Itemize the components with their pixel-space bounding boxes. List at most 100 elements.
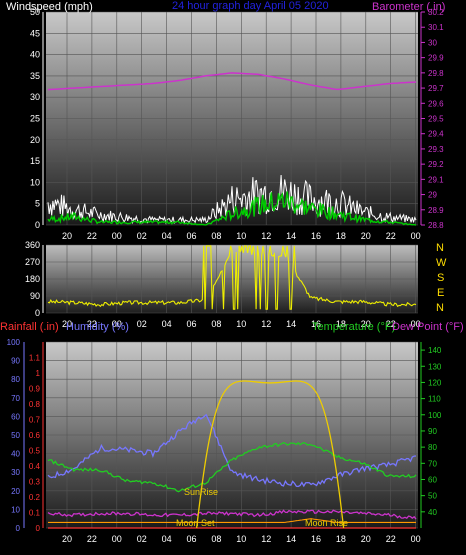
x-tick-label: 00 (112, 534, 122, 544)
windspeed-tick-label: 35 (30, 71, 40, 81)
x-tick-label: 00 (112, 319, 122, 329)
x-tick-label: 06 (186, 319, 196, 329)
temperature-tick-label: 120 (428, 378, 442, 387)
x-tick-label: 20 (62, 231, 72, 241)
x-tick-label: 00 (112, 231, 122, 241)
x-tick-label: 04 (162, 231, 172, 241)
compass-label-e: E (437, 287, 444, 299)
x-tick-label: 02 (137, 534, 147, 544)
x-tick-label: 16 (311, 231, 321, 241)
rainfall-tick-label: 0.8 (29, 400, 41, 409)
x-tick-label: 08 (211, 534, 221, 544)
x-tick-label: 04 (162, 534, 172, 544)
temperature-tick-label: 80 (428, 443, 437, 452)
x-tick-label: 22 (87, 231, 97, 241)
barometer-tick-label: 29.1 (428, 175, 444, 184)
barometer-tick-label: 29.7 (428, 84, 444, 93)
humidity-tick-label: 30 (11, 468, 20, 477)
x-tick-label: 22 (386, 534, 396, 544)
rainfall-tick-label: 0.9 (29, 385, 41, 394)
x-tick-label: 12 (261, 534, 271, 544)
x-tick-label: 12 (261, 319, 271, 329)
windspeed-tick-label: 40 (30, 50, 40, 60)
humidity-tick-label: 60 (11, 412, 20, 421)
moon-series (48, 518, 416, 523)
x-tick-label: 06 (186, 534, 196, 544)
x-tick-label: 02 (137, 231, 147, 241)
windspeed-tick-label: 30 (30, 92, 40, 102)
x-tick-label: 18 (336, 534, 346, 544)
rainfall-tick-label: 0.2 (29, 493, 41, 502)
barometer-tick-label: 29.2 (428, 160, 444, 169)
humidity-tick-label: 90 (11, 357, 20, 366)
temperature-axis-label: Temperature (°F) (312, 321, 395, 333)
windspeed-tick-label: 5 (35, 199, 40, 209)
annotation-moon-rise: Moon Rise (305, 518, 348, 528)
barometer-axis-label: Barometer (.in) (372, 1, 445, 13)
x-tick-label: 18 (336, 231, 346, 241)
compass-label-n-bottom: N (436, 302, 444, 314)
x-tick-label: 16 (311, 534, 321, 544)
dew-point-series (47, 509, 417, 520)
dew-point-axis-label: Dew Point (°F) (392, 321, 464, 333)
rainfall-tick-label: 0.1 (29, 509, 41, 518)
rainfall-tick-label: 1.1 (29, 354, 41, 363)
wind-gust-series (47, 174, 417, 225)
temperature-tick-label: 40 (428, 508, 437, 517)
x-tick-label: 20 (62, 319, 72, 329)
rainfall-axis-label: Rainfall (.in) (0, 321, 59, 333)
temperature-tick-label: 90 (428, 427, 437, 436)
temperature-tick-label: 130 (428, 362, 442, 371)
compass-label-n-top: N (436, 242, 444, 254)
temperature-tick-label: 50 (428, 492, 437, 501)
direction-tick-label: 270 (25, 257, 40, 267)
rainfall-tick-label: 0.4 (29, 462, 41, 471)
barometer-tick-label: 29.3 (428, 145, 444, 154)
temperature-tick-label: 70 (428, 459, 437, 468)
annotation-moon-set: Moon Set (176, 518, 215, 528)
humidity-tick-label: 20 (11, 487, 20, 496)
temperature-tick-label: 140 (428, 346, 442, 355)
humidity-tick-label: 40 (11, 450, 20, 459)
barometer-series (47, 72, 417, 91)
direction-tick-label: 0 (35, 308, 40, 318)
direction-tick-label: 90 (30, 291, 40, 301)
barometer-tick-label: 29.8 (428, 69, 444, 78)
x-tick-label: 22 (87, 319, 97, 329)
x-tick-label: 00 (411, 534, 421, 544)
temperature-series (47, 441, 417, 493)
windspeed-tick-label: 45 (30, 28, 40, 38)
humidity-tick-label: 0 (16, 524, 21, 533)
x-tick-label: 00 (411, 319, 421, 329)
x-tick-label: 14 (286, 534, 296, 544)
windspeed-tick-label: 15 (30, 156, 40, 166)
humidity-tick-label: 70 (11, 394, 20, 403)
x-tick-label: 22 (87, 534, 97, 544)
x-tick-label: 02 (137, 319, 147, 329)
humidity-tick-label: 100 (7, 338, 21, 347)
compass-label-w: W (436, 257, 447, 269)
humidity-axis-label: Humidity (%) (66, 321, 129, 333)
rainfall-tick-label: 1 (36, 369, 41, 378)
x-tick-label: 20 (62, 534, 72, 544)
barometer-tick-label: 28.8 (428, 221, 444, 230)
x-tick-label: 12 (261, 231, 271, 241)
wind-direction-series (47, 245, 417, 310)
x-tick-label: 16 (311, 319, 321, 329)
humidity-series (47, 413, 417, 488)
data-series (47, 72, 417, 529)
humidity-tick-label: 50 (11, 431, 20, 440)
barometer-tick-label: 30.2 (428, 8, 444, 17)
x-tick-label: 14 (286, 319, 296, 329)
rainfall-tick-label: 0.6 (29, 431, 41, 440)
x-tick-label: 10 (236, 319, 246, 329)
rainfall-tick-label: 0.3 (29, 478, 41, 487)
x-tick-label: 22 (386, 319, 396, 329)
wind-average-series (47, 191, 417, 226)
x-tick-label: 08 (211, 231, 221, 241)
compass-label-s: S (437, 272, 444, 284)
x-tick-label: 10 (236, 534, 246, 544)
barometer-tick-label: 29.4 (428, 130, 444, 139)
